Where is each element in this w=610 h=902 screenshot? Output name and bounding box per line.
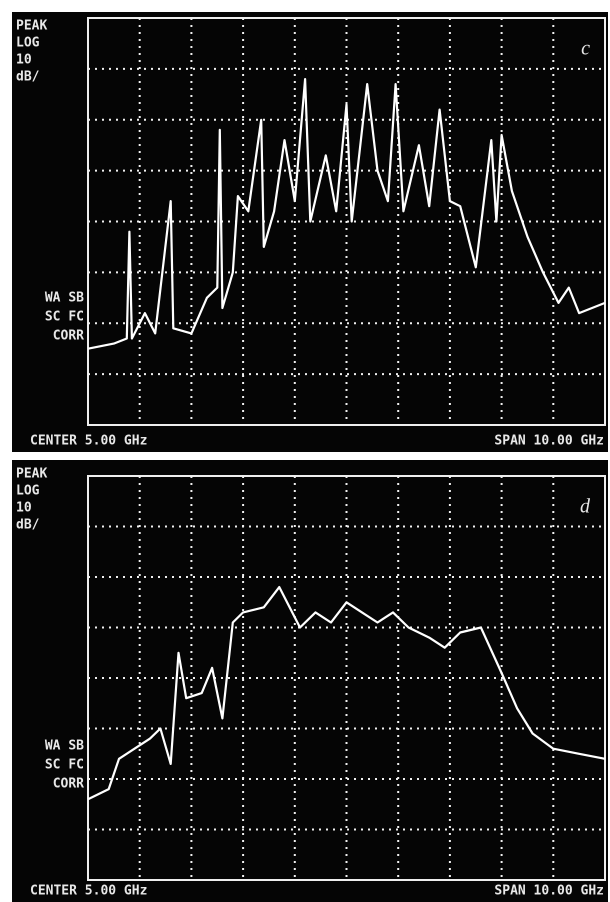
side-label: dB/	[16, 518, 40, 533]
screen	[12, 12, 608, 452]
side-label: PEAK	[16, 19, 47, 34]
span-label: SPAN 10.00 GHz	[494, 434, 604, 449]
side-label: SC FC	[45, 310, 84, 325]
side-label: PEAK	[16, 467, 47, 482]
side-label: SC FC	[45, 758, 84, 773]
span-label: SPAN 10.00 GHz	[494, 884, 604, 899]
center-label: CENTER 5.00 GHz	[30, 884, 147, 899]
panel-label: c	[581, 38, 590, 60]
side-label: WA SB	[45, 739, 84, 754]
center-label: CENTER 5.00 GHz	[30, 434, 147, 449]
side-label: 10	[16, 53, 32, 68]
side-label: CORR	[53, 777, 84, 792]
side-label: CORR	[53, 329, 84, 344]
side-label: WA SB	[45, 291, 84, 306]
side-label: dB/	[16, 70, 40, 85]
side-label: 10	[16, 501, 32, 516]
screen	[12, 460, 608, 902]
side-label: LOG	[16, 36, 40, 51]
page: PEAK LOG 10 dB/WA SB SC FC CORR CENTER 5.00 GH…	[0, 0, 610, 902]
panel-label: d	[580, 496, 591, 518]
side-label: LOG	[16, 484, 40, 499]
